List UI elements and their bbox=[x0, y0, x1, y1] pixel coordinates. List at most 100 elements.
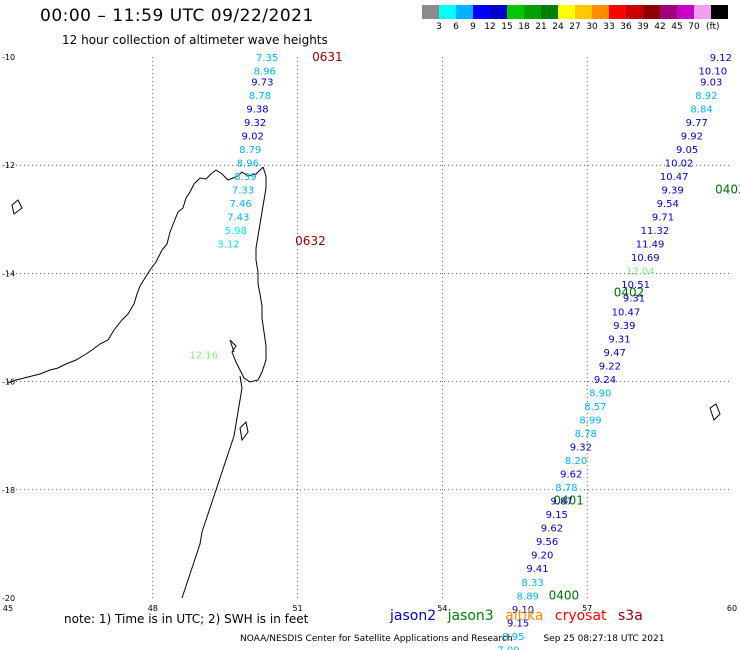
longitude-label: 60 bbox=[727, 604, 737, 613]
latitude-label: -14 bbox=[2, 269, 15, 278]
pass-time-label: 0400 bbox=[549, 588, 580, 602]
wave-height-value: 8.39 bbox=[234, 172, 256, 183]
scale-label: 12 bbox=[484, 22, 496, 32]
wave-height-value: 9.32 bbox=[244, 118, 266, 129]
pass-time-label: 0632 bbox=[295, 234, 326, 248]
satellite-legend: jason2 jason3 altika cryosat s3a bbox=[390, 608, 650, 624]
longitude-label: 54 bbox=[437, 604, 447, 613]
wave-height-value: 10.02 bbox=[665, 158, 694, 169]
scale-label: 70 bbox=[688, 22, 700, 32]
legend-jason3: jason3 bbox=[447, 608, 494, 624]
scale-label: 30 bbox=[586, 22, 598, 32]
footer-credit: NOAA/NESDIS Center for Satellite Applica… bbox=[240, 634, 692, 644]
wave-height-value: 9.62 bbox=[560, 470, 582, 481]
scale-swatch bbox=[626, 5, 643, 19]
wave-height-value: 9.24 bbox=[594, 375, 616, 386]
madagascar-coastline-southwest bbox=[181, 375, 243, 599]
scale-label: 27 bbox=[569, 22, 581, 32]
wave-height-value: 5.98 bbox=[225, 226, 247, 237]
scale-swatch bbox=[592, 5, 609, 19]
wave-height-value: 9.02 bbox=[242, 131, 264, 142]
wave-height-value: 3.12 bbox=[217, 240, 239, 251]
scale-label: 36 bbox=[620, 22, 632, 32]
wave-height-value: 9.73 bbox=[251, 77, 273, 88]
lat-lon-grid: 45 48 51 54 57 60 -10 -12 -14 -16 -18 -20 bbox=[2, 53, 737, 613]
scale-swatch bbox=[490, 5, 507, 19]
small-island bbox=[11, 199, 23, 215]
pass-time-label: 0401 bbox=[553, 494, 584, 508]
scale-swatch bbox=[677, 5, 694, 19]
scale-swatch bbox=[456, 5, 473, 19]
scale-label: 9 bbox=[470, 22, 476, 32]
wave-height-value: 9.47 bbox=[604, 348, 626, 359]
credit-text: NOAA/NESDIS Center for Satellite Applica… bbox=[240, 634, 513, 644]
wave-height-value: 9.87 bbox=[550, 497, 572, 508]
wave-height-value: 7.46 bbox=[229, 199, 251, 210]
longitude-label: 57 bbox=[582, 604, 592, 613]
wave-height-value: 9.62 bbox=[541, 524, 563, 535]
legend-cryosat: cryosat bbox=[554, 608, 607, 624]
wave-height-value: 8.78 bbox=[249, 91, 271, 102]
pass-time-label: 0403 bbox=[715, 183, 740, 197]
wave-height-value: 8.84 bbox=[690, 104, 712, 115]
wave-height-value: 7.09 bbox=[497, 645, 519, 650]
footer-note: note: 1) Time is in UTC; 2) SWH is in fe… bbox=[64, 612, 309, 626]
coastline bbox=[7, 166, 721, 599]
wave-height-value: 9.20 bbox=[531, 551, 553, 562]
wave-height-value: 9.12 bbox=[710, 53, 732, 64]
wave-height-value: 9.32 bbox=[570, 443, 592, 454]
small-island bbox=[239, 420, 249, 442]
scale-swatch bbox=[507, 5, 524, 19]
latitude-label: -10 bbox=[2, 53, 15, 62]
scale-swatch bbox=[524, 5, 541, 19]
wave-height-value: 9.31 bbox=[623, 294, 645, 305]
wave-height-value: 8.89 bbox=[517, 591, 539, 602]
latitude-label: -16 bbox=[2, 378, 15, 387]
wave-height-value: 9.15 bbox=[546, 510, 568, 521]
pass-time-label: 0402 bbox=[614, 285, 645, 299]
pass-time-labels: 0631 0632 0403 0402 0401 0400 bbox=[295, 50, 740, 602]
madagascar-coastline bbox=[7, 166, 264, 384]
wave-height-value: 12.16 bbox=[189, 351, 218, 362]
wave-height-value: 10.10 bbox=[699, 67, 728, 78]
legend-s3a: s3a bbox=[618, 608, 643, 624]
scale-swatch bbox=[660, 5, 677, 19]
wave-height-value: 8.78 bbox=[555, 483, 577, 494]
latitude-label: -18 bbox=[2, 486, 15, 495]
scale-swatch bbox=[643, 5, 660, 19]
scale-label: 33 bbox=[603, 22, 615, 32]
scale-swatch bbox=[711, 5, 728, 19]
wave-height-value: 10.47 bbox=[612, 307, 641, 318]
scale-unit: (ft) bbox=[706, 22, 720, 32]
scale-swatch bbox=[575, 5, 592, 19]
legend-jason2: jason2 bbox=[390, 608, 437, 624]
wave-height-value: 9.56 bbox=[536, 537, 558, 548]
wave-height-value: 8.20 bbox=[565, 456, 587, 467]
wave-height-value: 10.51 bbox=[621, 280, 650, 291]
scale-swatch bbox=[473, 5, 490, 19]
wave-height-value: 9.71 bbox=[652, 213, 674, 224]
generated-timestamp: Sep 25 08:27:18 UTC 2021 bbox=[543, 634, 665, 644]
wave-height-value: 12.04 bbox=[626, 267, 655, 278]
wave-height-value: 9.77 bbox=[686, 118, 708, 129]
wave-height-value: 9.41 bbox=[526, 564, 548, 575]
scale-swatch bbox=[558, 5, 575, 19]
latitude-label: -12 bbox=[2, 161, 15, 170]
scale-label: 45 bbox=[671, 22, 683, 32]
longitude-label: 51 bbox=[293, 604, 303, 613]
legend-altika: altika bbox=[505, 608, 544, 624]
scale-label: 39 bbox=[637, 22, 649, 32]
page-subtitle: 12 hour collection of altimeter wave hei… bbox=[62, 33, 328, 47]
wave-height-value: 9.31 bbox=[608, 334, 630, 345]
wave-height-value: 8.96 bbox=[237, 158, 259, 169]
wave-height-value: 8.99 bbox=[579, 415, 601, 426]
wave-height-value: 9.05 bbox=[676, 145, 698, 156]
wave-height-value: 8.90 bbox=[589, 388, 611, 399]
scale-label: 6 bbox=[453, 22, 459, 32]
wave-height-observations: 7.358.969.738.789.389.329.028.798.968.39… bbox=[189, 53, 732, 650]
wave-height-value: 7.35 bbox=[256, 53, 278, 64]
wave-height-value: 9.39 bbox=[661, 186, 683, 197]
longitude-label: 48 bbox=[148, 604, 158, 613]
scale-swatch bbox=[609, 5, 626, 19]
